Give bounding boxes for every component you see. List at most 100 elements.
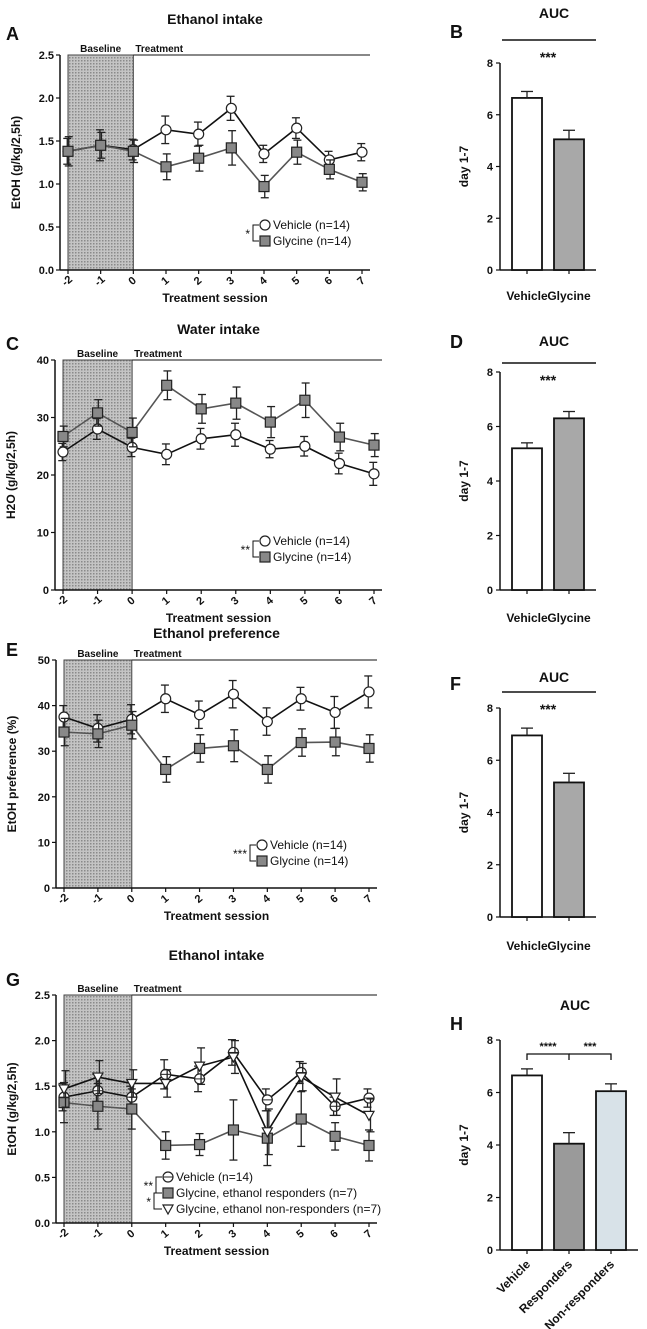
data-point (363, 686, 375, 698)
bar (511, 734, 543, 918)
x-tick-label: 6 (322, 275, 334, 288)
data-point (258, 180, 270, 193)
data-point (126, 426, 138, 439)
legend-label: Vehicle (n=14) (273, 534, 350, 548)
data-point (195, 403, 207, 415)
legend-label: Vehicle (n=14) (270, 838, 347, 852)
panel-letter: F (450, 674, 461, 694)
data-point (193, 1138, 206, 1151)
baseline-label: Baseline (77, 349, 119, 360)
legend: Vehicle (n=14) Glycine (n=14) *** (233, 838, 348, 868)
y-tick-label: 2 (487, 860, 493, 872)
significance-label: **** (539, 1041, 557, 1053)
x-tick-label: 0 (125, 595, 137, 608)
baseline-region (67, 54, 134, 271)
y-axis-label: day 1-7 (457, 145, 471, 187)
significance-bracket (252, 224, 259, 242)
y-axis-label: day 1-7 (457, 1124, 471, 1166)
x-tick-label: 6 (333, 595, 345, 608)
x-tick-label: Vehicle (506, 611, 548, 625)
y-tick-label: 0.0 (39, 265, 54, 277)
significance-bracket (569, 1053, 612, 1060)
baseline-label: Baseline (80, 44, 122, 55)
data-point (261, 1127, 274, 1139)
y-tick-label: 0.5 (35, 1172, 50, 1184)
y-tick-label: 0.0 (35, 1218, 50, 1230)
x-tick-label: 5 (294, 1228, 306, 1241)
data-point (264, 416, 276, 428)
significance-label: * (146, 1195, 151, 1209)
data-point (95, 139, 107, 151)
data-point (161, 448, 173, 460)
series-line (63, 1056, 370, 1134)
x-tick-label: -1 (90, 1226, 105, 1241)
treatment-label: Treatment (134, 649, 182, 660)
y-tick-label: 2.5 (39, 50, 54, 62)
series-1 (57, 370, 380, 458)
treatment-label: Treatment (135, 44, 183, 55)
significance-label: * (245, 227, 250, 241)
x-tick-label: 7 (355, 275, 367, 288)
baseline-region (62, 359, 133, 591)
data-point (264, 443, 276, 455)
chart-title: AUC (539, 669, 569, 685)
series-2 (57, 1039, 376, 1156)
y-tick-label: 4 (487, 1140, 494, 1152)
bar (553, 1142, 585, 1251)
y-tick-label: 20 (38, 792, 50, 804)
data-point (230, 429, 242, 441)
series-line (63, 691, 370, 730)
data-point (333, 431, 346, 443)
data-point (291, 122, 303, 134)
data-point (92, 728, 104, 740)
data-point (227, 1124, 240, 1136)
x-tick-label: 2 (192, 275, 204, 288)
y-tick-label: 10 (37, 528, 49, 540)
y-tick-label: 8 (487, 1035, 493, 1047)
series-line (63, 1101, 370, 1147)
data-point (295, 736, 307, 749)
x-tick-label: 1 (159, 275, 171, 288)
bar (511, 97, 543, 271)
panel-letter: H (450, 1014, 463, 1034)
y-tick-label: 20 (37, 470, 49, 482)
data-point (261, 763, 273, 776)
data-point (227, 688, 240, 700)
data-point (58, 711, 70, 723)
x-tick-label: 4 (260, 892, 273, 906)
x-tick-label: 3 (227, 1228, 239, 1241)
x-tick-label: 0 (125, 1228, 137, 1241)
y-axis-label: EtOH (g/kg/2,5h) (5, 1062, 19, 1155)
data-point (58, 726, 70, 738)
legend-label: Glycine, ethanol responders (n=7) (176, 1186, 357, 1200)
baseline-label: Baseline (77, 984, 119, 995)
bar (553, 417, 585, 591)
significance-label: ** (241, 543, 251, 557)
legend-marker (259, 219, 271, 231)
x-axis-label: Treatment session (164, 909, 269, 923)
legend-label: Glycine (n=14) (273, 234, 351, 248)
data-point (160, 693, 172, 705)
y-tick-label: 4 (487, 808, 494, 820)
legend-label: Vehicle (n=14) (273, 218, 350, 232)
legend-label: Glycine (n=14) (273, 550, 351, 564)
y-tick-label: 6 (487, 422, 493, 434)
data-point (193, 742, 206, 755)
data-point (91, 407, 104, 419)
y-tick-label: 8 (487, 367, 493, 379)
significance-bracket (153, 1192, 162, 1210)
y-tick-label: 8 (487, 58, 493, 70)
y-tick-label: 30 (38, 746, 50, 758)
y-tick-label: 50 (38, 655, 50, 667)
chart-title: Water intake (177, 321, 260, 337)
panel-letter: A (6, 24, 19, 44)
x-tick-label: Vehicle (506, 939, 548, 953)
significance-bracket (252, 540, 259, 558)
data-point (92, 1100, 104, 1112)
y-axis-label: H2O (g/kg/2,5h) (4, 431, 18, 519)
x-tick-label: Vehicle (494, 1257, 533, 1296)
legend-label: Glycine (n=14) (270, 854, 348, 868)
panel-g-line-chart: G Ethanol intake Baseline Treatment 0.0 0.5 1.… (5, 947, 381, 1258)
data-point (329, 1092, 342, 1104)
panel-a-line-chart: A Ethanol intake Baseline Treatment 0.0 0.5 1.… (6, 11, 370, 305)
